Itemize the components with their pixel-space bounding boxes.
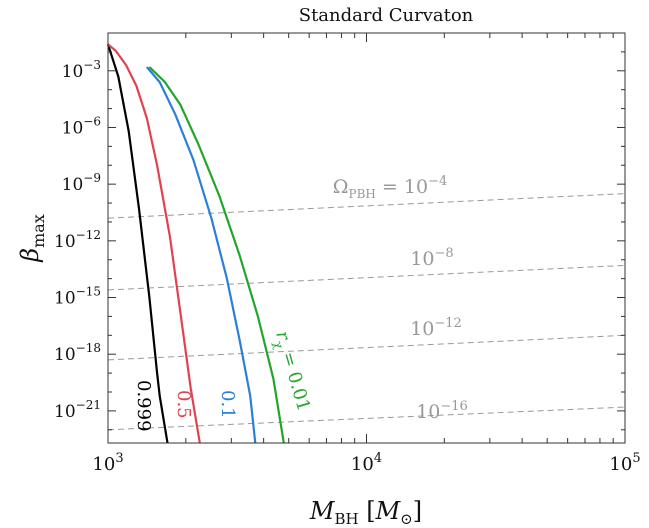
y-axis-label: βmax [16, 214, 48, 263]
reference-line [107, 193, 626, 219]
series-lines [106, 43, 285, 444]
series-line [145, 66, 257, 444]
reference-line-label: 10−16 [416, 399, 468, 423]
series-line [148, 66, 285, 444]
series-label: 0.1 [217, 390, 238, 419]
y-tick-label: 10−9 [62, 171, 101, 195]
reference-lines [107, 193, 626, 431]
reference-line-label: ΩPBH = 10−4 [333, 174, 447, 201]
reference-line [107, 406, 626, 431]
y-tick-label: 10−15 [54, 285, 101, 309]
plot-frame [107, 32, 626, 444]
reference-line [107, 334, 626, 361]
x-axis-label: MBH [M⊙] [309, 497, 422, 528]
y-tick-label: 10−18 [54, 341, 101, 365]
x-tick-label: 103 [92, 451, 123, 475]
y-tick-label: 10−12 [54, 228, 101, 252]
reference-line-label: 10−8 [410, 246, 453, 270]
reference-line-label: 10−12 [410, 316, 462, 340]
series-label: rχ = 0.01 [268, 329, 314, 415]
y-tick-label: 10−21 [54, 398, 101, 422]
series-label: 0.5 [173, 390, 194, 419]
series-line [106, 43, 169, 444]
reference-line [107, 264, 626, 291]
x-tick-label: 104 [351, 451, 382, 475]
series-line [107, 43, 201, 444]
chart-title: Standard Curvaton [299, 5, 474, 26]
axis-ticks: 10−3 10−6 10−9 10−12 10−15 10−18 10−21 103 104 10… [54, 32, 641, 475]
x-tick-label: 105 [609, 451, 640, 475]
y-tick-label: 10−6 [62, 114, 101, 138]
y-tick-label: 10−3 [62, 58, 101, 82]
series-label: 0.999 [133, 380, 154, 432]
annotations: ΩPBH = 10−4 10−8 10−12 10−16 0.999 0.5 0.1 rχ =… [133, 174, 468, 432]
